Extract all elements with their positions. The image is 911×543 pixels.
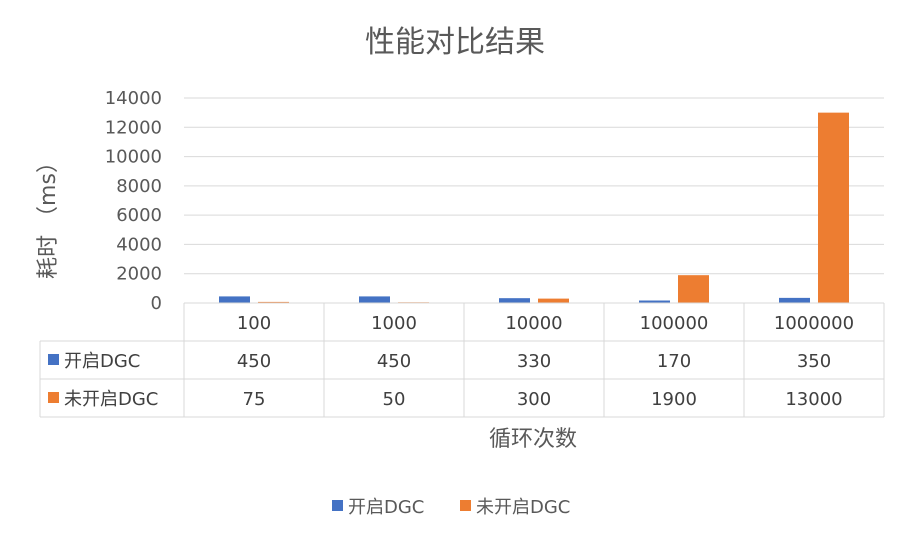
legend-label: 未开启DGC <box>476 497 570 518</box>
bar-series1 <box>779 297 810 303</box>
data-label: 1900 <box>651 389 697 410</box>
y-tick-label: 8000 <box>116 176 162 197</box>
y-tick-label: 12000 <box>105 117 162 138</box>
table-series-label: 开启DGC <box>64 351 140 372</box>
table-legend-key <box>48 354 59 365</box>
bar-series1 <box>639 300 670 303</box>
data-table: 100 1000 10000 100000 1000000 开启DGC 450 450 330 1… <box>39 302 885 418</box>
gridlines <box>184 97 884 304</box>
bar-series1 <box>499 298 530 303</box>
x-tick-label: 1000000 <box>774 313 854 334</box>
bar-series1 <box>359 296 390 303</box>
data-label: 450 <box>237 351 271 372</box>
legend: 开启DGC 未开启DGC <box>332 497 570 518</box>
chart-title: 性能对比结果 <box>365 25 545 60</box>
x-tick-label: 100 <box>237 313 271 334</box>
y-axis-ticks: 0 2000 4000 6000 8000 10000 12000 14000 <box>105 88 162 314</box>
data-label: 170 <box>657 351 691 372</box>
y-tick-label: 0 <box>151 293 162 314</box>
data-label: 300 <box>517 389 551 410</box>
data-label: 75 <box>243 389 266 410</box>
data-label: 450 <box>377 351 411 372</box>
legend-key <box>332 500 343 511</box>
bar-series1 <box>219 296 250 303</box>
data-label: 13000 <box>785 389 842 410</box>
data-label: 50 <box>383 389 406 410</box>
data-label: 330 <box>517 351 551 372</box>
y-tick-label: 2000 <box>116 264 162 285</box>
bar-series2 <box>538 298 569 303</box>
x-tick-label: 1000 <box>371 313 417 334</box>
bar-series2 <box>678 275 709 303</box>
x-tick-label: 100000 <box>640 313 709 334</box>
y-tick-label: 6000 <box>116 205 162 226</box>
y-axis-title: 耗时 （ms） <box>36 151 61 279</box>
bar-series2 <box>818 112 849 304</box>
bars <box>219 112 849 304</box>
table-series-label: 未开启DGC <box>64 389 158 410</box>
x-tick-label: 10000 <box>505 313 562 334</box>
bar-series2 <box>258 301 289 303</box>
x-axis-title: 循环次数 <box>489 427 577 452</box>
legend-key <box>460 500 471 511</box>
y-tick-label: 14000 <box>105 88 162 109</box>
table-legend-key <box>48 392 59 403</box>
legend-label: 开启DGC <box>348 497 424 518</box>
y-tick-label: 4000 <box>116 234 162 255</box>
data-label: 350 <box>797 351 831 372</box>
y-tick-label: 10000 <box>105 147 162 168</box>
